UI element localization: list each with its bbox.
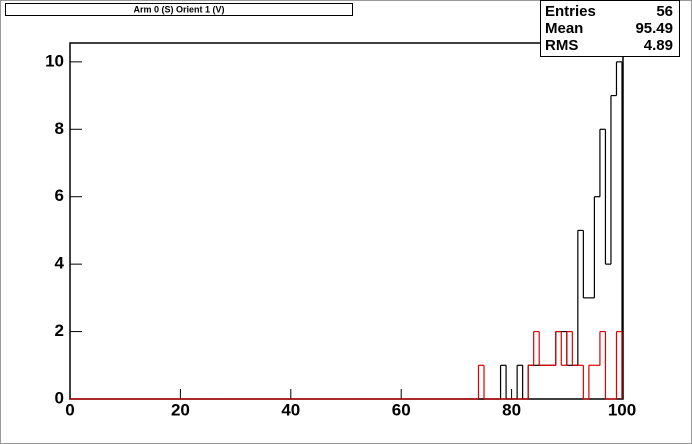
x-tick-label: 100	[608, 400, 636, 419]
y-tick-label: 10	[45, 51, 64, 70]
x-tick-label: 20	[171, 400, 190, 419]
x-tick-label: 40	[281, 400, 300, 419]
y-tick-label: 6	[55, 186, 64, 205]
chart-title: Arm 0 (S) Orient 1 (V)	[133, 4, 224, 14]
y-tick-label: 0	[55, 388, 64, 407]
stats-value: 4.89	[644, 37, 673, 54]
stats-label: Entries	[545, 3, 596, 20]
x-tick-label: 60	[392, 400, 411, 419]
stats-value: 56	[656, 3, 673, 20]
frame	[69, 42, 624, 400]
x-tick-label: 0	[65, 400, 74, 419]
y-tick-label: 8	[55, 119, 64, 138]
stats-label: Mean	[545, 20, 583, 37]
y-tick-label: 2	[55, 321, 64, 340]
stats-label: RMS	[545, 37, 578, 54]
x-tick-label: 80	[502, 400, 521, 419]
stats-box	[540, 0, 680, 57]
stats-value: 95.49	[635, 20, 673, 37]
y-tick-label: 4	[55, 254, 65, 273]
title-box	[5, 3, 353, 16]
